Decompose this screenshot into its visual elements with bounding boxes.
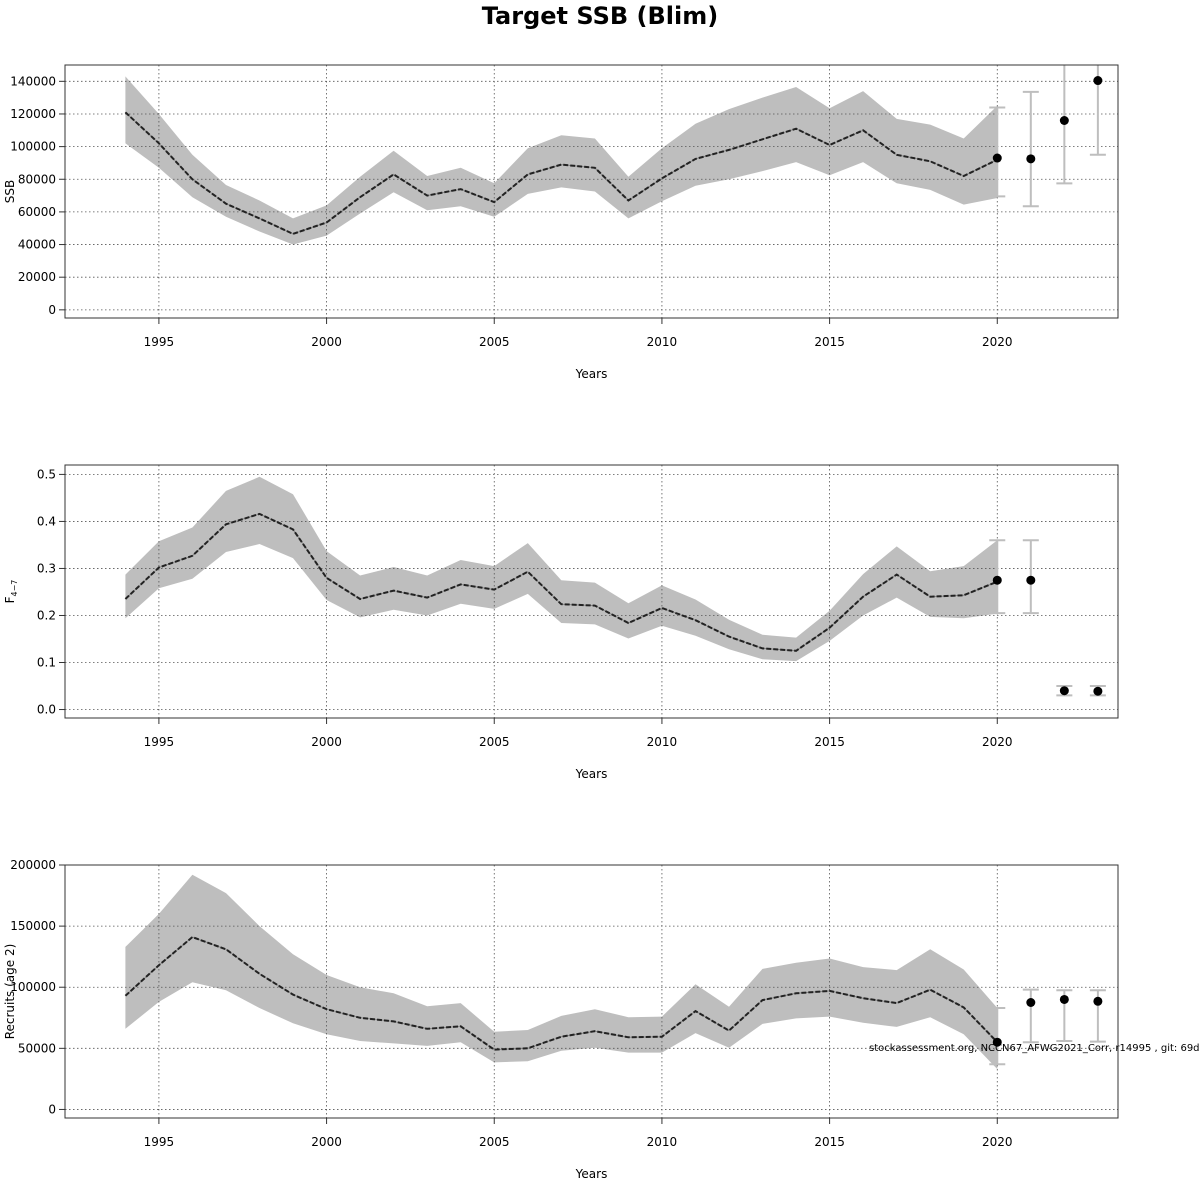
forecast-point — [1026, 998, 1036, 1007]
x-tick-label: 2010 — [647, 735, 678, 749]
y-axis-label: F4−7 — [3, 580, 19, 604]
y-axis-label: SSB — [3, 180, 17, 203]
y-tick-label: 100000 — [10, 980, 56, 994]
watermark-text: stockassessment.org, NCCN67_AFWG2021_Cor… — [869, 1043, 1200, 1054]
forecast-point — [1026, 154, 1036, 164]
y-tick-label: 0.5 — [37, 467, 56, 481]
x-tick-label: 2010 — [647, 335, 678, 349]
x-tick-label: 2020 — [982, 1135, 1013, 1149]
x-tick-label: 2000 — [311, 335, 342, 349]
y-tick-label: 150000 — [10, 919, 56, 933]
y-tick-label: 80000 — [18, 172, 56, 186]
estimate-line — [124, 111, 998, 235]
y-tick-label: 0.4 — [37, 514, 56, 528]
y-tick-label: 20000 — [18, 270, 56, 284]
forecast-point — [1093, 996, 1103, 1006]
y-axis-label-subscript: 4−7 — [10, 580, 19, 597]
forecast-point — [1059, 994, 1069, 1004]
y-tick-label: 40000 — [18, 238, 56, 252]
plot-frame — [64, 864, 1119, 1119]
x-tick-label: 2000 — [311, 735, 342, 749]
y-tick-label: 120000 — [10, 107, 56, 121]
f-panel: 1995 2000 2005 2010 2015 2020 0.0 0.1 0.2 0.3 0.4 0… — [3, 464, 1119, 781]
x-tick-label: 2005 — [479, 335, 510, 349]
estimate-line — [124, 935, 999, 1051]
forecast-point — [992, 575, 1002, 585]
x-tick-label: 2000 — [311, 1135, 342, 1149]
x-axis-label: Years — [575, 367, 608, 381]
forecast-point — [992, 1037, 1002, 1047]
x-tick-label: 2010 — [647, 1135, 678, 1149]
x-axis-label: Years — [575, 1167, 608, 1181]
forecast-point — [1059, 686, 1069, 696]
y-tick-label: 0 — [48, 303, 56, 317]
forecast-point — [1059, 115, 1069, 125]
plot-frame — [64, 464, 1119, 719]
y-tick-label: 0.3 — [37, 561, 56, 575]
page-title: Target SSB (Blim) — [481, 2, 719, 30]
y-axis-label: Recruits (age 2) — [3, 944, 17, 1040]
y-tick-label: 60000 — [18, 205, 56, 219]
y-tick-label: 0.2 — [37, 608, 56, 622]
confidence-band — [125, 874, 998, 1070]
y-axis-label-main: SSB — [3, 180, 17, 203]
ssb-panel: 1995 2000 2005 2010 2015 2020 0 20000 40000 60000… — [3, 64, 1119, 381]
x-tick-label: 2005 — [479, 1135, 510, 1149]
x-axis-label: Years — [575, 767, 608, 781]
x-tick-label: 2005 — [479, 735, 510, 749]
forecast-point — [992, 153, 1002, 163]
y-axis-label-main: Recruits (age 2) — [3, 944, 17, 1040]
x-tick-label: 2020 — [982, 335, 1013, 349]
x-tick-label: 1995 — [144, 335, 175, 349]
x-tick-label: 2015 — [814, 335, 845, 349]
y-tick-label: 50000 — [18, 1041, 56, 1055]
x-tick-label: 1995 — [144, 1135, 175, 1149]
y-tick-label: 0.1 — [37, 656, 56, 670]
y-tick-label: 0 — [48, 1102, 56, 1116]
x-tick-label: 1995 — [144, 735, 175, 749]
y-tick-label: 140000 — [10, 74, 56, 88]
forecast-point — [1026, 575, 1036, 585]
y-tick-label: 200000 — [10, 858, 56, 872]
forecast-point — [1093, 686, 1103, 696]
y-tick-label: 0.0 — [37, 703, 56, 717]
recruits-panel: 1995 2000 2005 2010 2015 2020 0 50000 100000 1500… — [3, 858, 1119, 1181]
plot-frame — [64, 64, 1119, 319]
x-tick-label: 2015 — [814, 1135, 845, 1149]
estimate-line — [124, 512, 998, 652]
forecast-point — [1093, 76, 1103, 86]
confidence-band — [125, 476, 998, 662]
x-tick-label: 2015 — [814, 735, 845, 749]
y-axis-label-main: F — [3, 596, 17, 603]
y-tick-label: 100000 — [10, 140, 56, 154]
confidence-band — [125, 76, 998, 245]
x-tick-label: 2020 — [982, 735, 1013, 749]
